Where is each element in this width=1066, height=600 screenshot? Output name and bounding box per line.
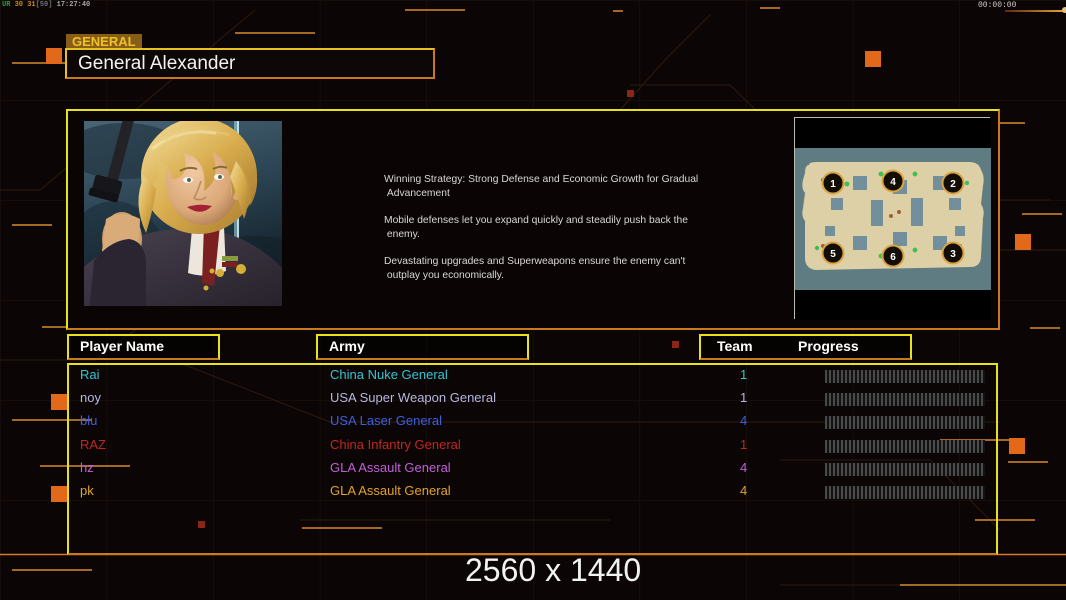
svg-text:2: 2 — [950, 179, 956, 190]
svg-text:1: 1 — [830, 179, 836, 190]
svg-text:5: 5 — [830, 249, 836, 260]
svg-text:4: 4 — [890, 177, 896, 188]
svg-text:3: 3 — [950, 249, 956, 260]
svg-text:6: 6 — [890, 252, 896, 263]
